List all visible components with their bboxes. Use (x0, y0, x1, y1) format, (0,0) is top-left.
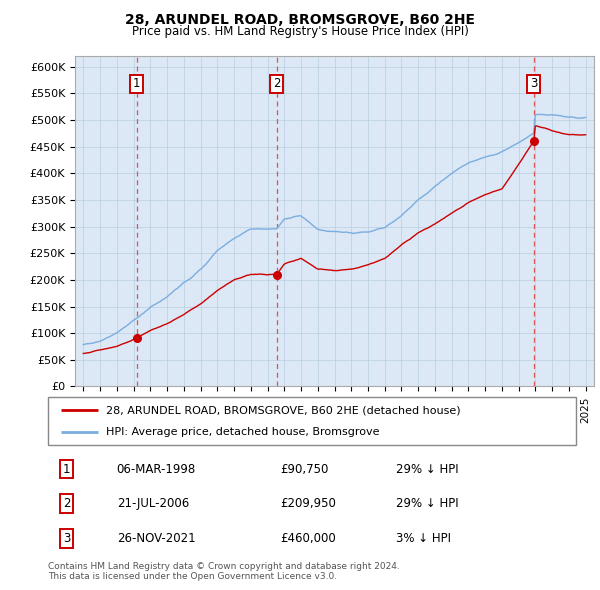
Text: 29% ↓ HPI: 29% ↓ HPI (397, 463, 459, 476)
Text: Contains HM Land Registry data © Crown copyright and database right 2024.: Contains HM Land Registry data © Crown c… (48, 562, 400, 571)
Text: £209,950: £209,950 (280, 497, 336, 510)
Text: 28, ARUNDEL ROAD, BROMSGROVE, B60 2HE (detached house): 28, ARUNDEL ROAD, BROMSGROVE, B60 2HE (d… (106, 405, 461, 415)
Text: £90,750: £90,750 (280, 463, 329, 476)
Text: 2: 2 (273, 77, 280, 90)
Text: Price paid vs. HM Land Registry's House Price Index (HPI): Price paid vs. HM Land Registry's House … (131, 25, 469, 38)
Text: This data is licensed under the Open Government Licence v3.0.: This data is licensed under the Open Gov… (48, 572, 337, 581)
Text: 29% ↓ HPI: 29% ↓ HPI (397, 497, 459, 510)
Text: HPI: Average price, detached house, Bromsgrove: HPI: Average price, detached house, Brom… (106, 427, 380, 437)
Text: 21-JUL-2006: 21-JUL-2006 (116, 497, 189, 510)
Text: 1: 1 (63, 463, 70, 476)
Text: 3: 3 (63, 532, 70, 545)
Text: 2: 2 (63, 497, 70, 510)
Text: 1: 1 (133, 77, 140, 90)
Text: 3: 3 (530, 77, 538, 90)
Text: 06-MAR-1998: 06-MAR-1998 (116, 463, 196, 476)
Text: 26-NOV-2021: 26-NOV-2021 (116, 532, 195, 545)
Text: £460,000: £460,000 (280, 532, 336, 545)
Text: 28, ARUNDEL ROAD, BROMSGROVE, B60 2HE: 28, ARUNDEL ROAD, BROMSGROVE, B60 2HE (125, 13, 475, 27)
Text: 3% ↓ HPI: 3% ↓ HPI (397, 532, 451, 545)
